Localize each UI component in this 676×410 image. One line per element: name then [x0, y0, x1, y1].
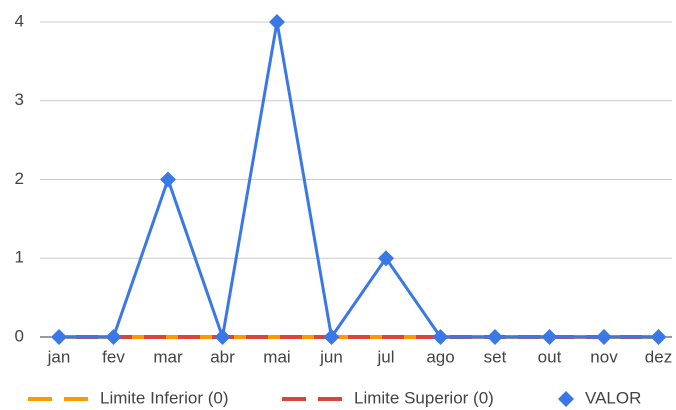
- x-tick-label: abr: [210, 347, 235, 366]
- point: [487, 329, 503, 345]
- x-tick-label: jul: [376, 347, 394, 366]
- y-tick-label: 0: [15, 326, 24, 345]
- x-tick-label: mai: [263, 347, 290, 366]
- legend-label: VALOR: [585, 388, 641, 407]
- x-tick-label: jun: [319, 347, 343, 366]
- point: [214, 329, 231, 345]
- legend-swatch: [558, 391, 574, 407]
- point: [541, 329, 558, 345]
- x-tick-label: ago: [426, 347, 454, 366]
- y-tick-label: 3: [15, 90, 24, 109]
- point: [269, 14, 285, 30]
- y-tick-label: 2: [15, 169, 24, 188]
- point: [51, 329, 67, 345]
- x-tick-label: mar: [153, 347, 183, 366]
- x-tick-label: fev: [102, 347, 125, 366]
- x-tick-label: nov: [590, 347, 618, 366]
- point: [105, 329, 122, 345]
- legend-label: Limite Superior (0): [354, 388, 494, 407]
- legend-label: Limite Inferior (0): [100, 388, 228, 407]
- point: [432, 329, 449, 345]
- point: [596, 329, 612, 345]
- point: [378, 250, 394, 267]
- point: [160, 171, 176, 188]
- y-tick-label: 4: [15, 11, 24, 30]
- y-tick-label: 1: [15, 248, 24, 267]
- x-tick-label: out: [538, 347, 562, 366]
- x-tick-label: jan: [47, 347, 71, 366]
- x-tick-label: set: [484, 347, 507, 366]
- x-tick-label: dez: [645, 347, 672, 366]
- point: [650, 329, 667, 345]
- series-line: [59, 21, 659, 341]
- point: [323, 329, 340, 345]
